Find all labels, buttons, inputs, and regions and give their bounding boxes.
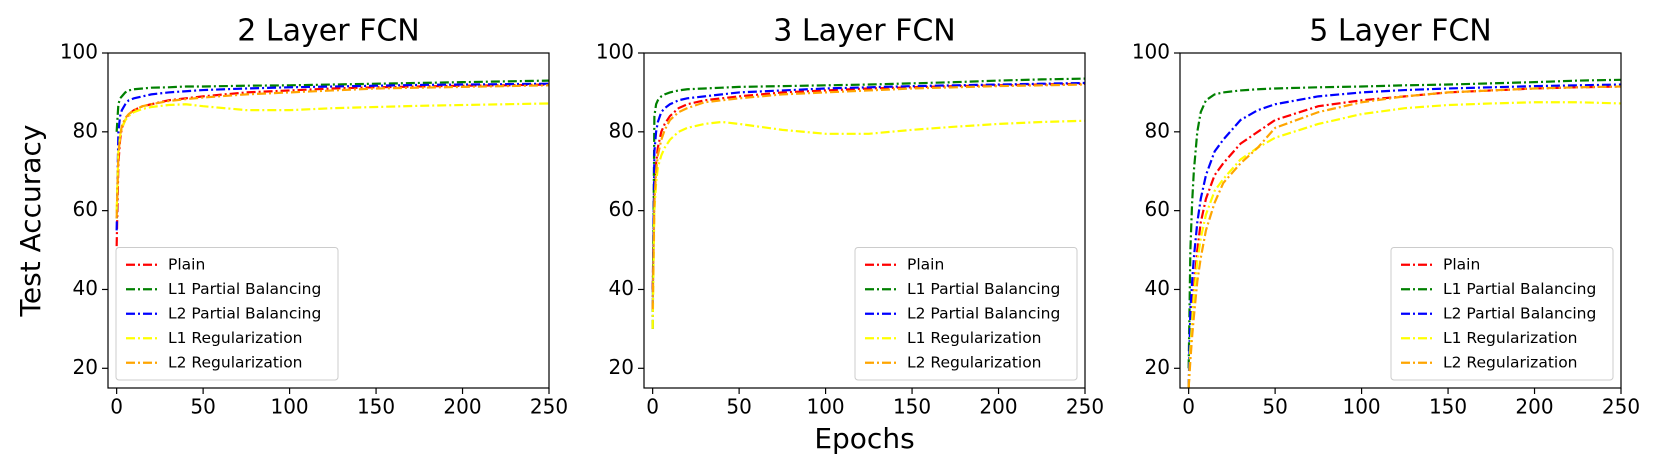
x-tick-label: 50 (1262, 395, 1287, 419)
legend-label: L2 Partial Balancing (168, 304, 321, 322)
panel: 5 Layer FCN 0 50 100 150 200 250 20 40 60 80 100 Pla… (1132, 14, 1640, 419)
legend-label: L1 Partial Balancing (1443, 280, 1596, 298)
y-tick-label: 80 (1145, 118, 1170, 142)
x-tick-label: 150 (1429, 395, 1467, 419)
chart-title: 2 Layer FCN (237, 14, 419, 49)
series-line (651, 83, 1086, 310)
legend-label: L2 Regularization (907, 353, 1042, 371)
legend-label: L1 Partial Balancing (168, 280, 321, 298)
x-tick-label: 200 (979, 395, 1017, 419)
series-line (651, 77, 1086, 329)
x-tick-label: 0 (1182, 395, 1195, 419)
y-tick-label: 100 (1132, 40, 1170, 64)
legend: Plain L1 Partial Balancing L2 Partial Bala… (1390, 247, 1614, 381)
x-tick-label: 250 (530, 395, 568, 419)
x-tick-label: 100 (806, 395, 844, 419)
x-tick-label: 100 (270, 395, 308, 419)
legend: Plain L1 Partial Balancing L2 Partial Bala… (854, 247, 1078, 381)
x-axis-label: Epochs (814, 422, 914, 455)
legend-box (854, 247, 1078, 381)
series-line (651, 81, 1086, 310)
legend-label: L1 Regularization (1443, 329, 1578, 347)
legend: Plain L1 Partial Balancing L2 Partial Bala… (115, 247, 339, 381)
x-tick-label: 150 (357, 395, 395, 419)
y-tick-label: 40 (609, 276, 634, 300)
x-tick-label: 200 (443, 395, 481, 419)
x-tick-label: 250 (1066, 395, 1104, 419)
series-line (115, 82, 550, 231)
legend-label: L1 Regularization (907, 329, 1042, 347)
y-tick-label: 60 (73, 197, 98, 221)
x-tick-label: 0 (646, 395, 659, 419)
plot-frame (643, 52, 1086, 389)
legend-box (1390, 247, 1614, 381)
y-tick-label: 20 (1145, 355, 1170, 379)
legend-label: Plain (168, 255, 205, 273)
x-tick-label: 100 (1342, 395, 1380, 419)
y-tick-label: 20 (609, 355, 634, 379)
legend-label: Plain (1443, 255, 1480, 273)
series-line (115, 84, 550, 219)
plot-frame (107, 52, 550, 389)
series-line (1187, 78, 1622, 369)
legend-label: L2 Partial Balancing (1443, 304, 1596, 322)
series-line (115, 83, 550, 247)
y-tick-label: 20 (73, 355, 98, 379)
y-tick-label: 40 (1145, 276, 1170, 300)
panel: 3 Layer FCN 0 50 100 150 200 250 20 40 60 80 100 Epo… (596, 14, 1104, 456)
legend-label: L1 Regularization (168, 329, 303, 347)
series-line (1187, 83, 1622, 389)
series-line (1187, 85, 1622, 389)
series-line (115, 102, 550, 211)
legend-label: L2 Regularization (1443, 353, 1578, 371)
y-tick-label: 80 (73, 118, 98, 142)
legend-label: L2 Regularization (168, 353, 303, 371)
y-tick-label: 80 (609, 118, 634, 142)
plot-frame (1179, 52, 1622, 389)
y-tick-label: 60 (1145, 197, 1170, 221)
y-axis-label: Test Accuracy (14, 125, 47, 318)
x-tick-label: 0 (110, 395, 123, 419)
chart-title: 5 Layer FCN (1309, 14, 1491, 49)
y-tick-label: 60 (609, 197, 634, 221)
legend-label: Plain (907, 255, 944, 273)
series-line (115, 79, 550, 132)
x-tick-label: 250 (1602, 395, 1640, 419)
series-line (651, 119, 1086, 329)
x-tick-label: 200 (1515, 395, 1553, 419)
x-tick-label: 50 (190, 395, 215, 419)
series-line (1187, 101, 1622, 389)
x-tick-label: 50 (726, 395, 751, 419)
y-tick-label: 100 (596, 40, 634, 64)
y-tick-label: 40 (73, 276, 98, 300)
legend-label: L1 Partial Balancing (907, 280, 1060, 298)
legend-label: L2 Partial Balancing (907, 304, 1060, 322)
chart-title: 3 Layer FCN (773, 14, 955, 49)
panel: 2 Layer FCN 0 50 100 150 200 250 20 40 60 80 100 Tes… (14, 14, 568, 419)
y-tick-label: 100 (60, 40, 98, 64)
x-tick-label: 150 (893, 395, 931, 419)
legend-box (115, 247, 339, 381)
